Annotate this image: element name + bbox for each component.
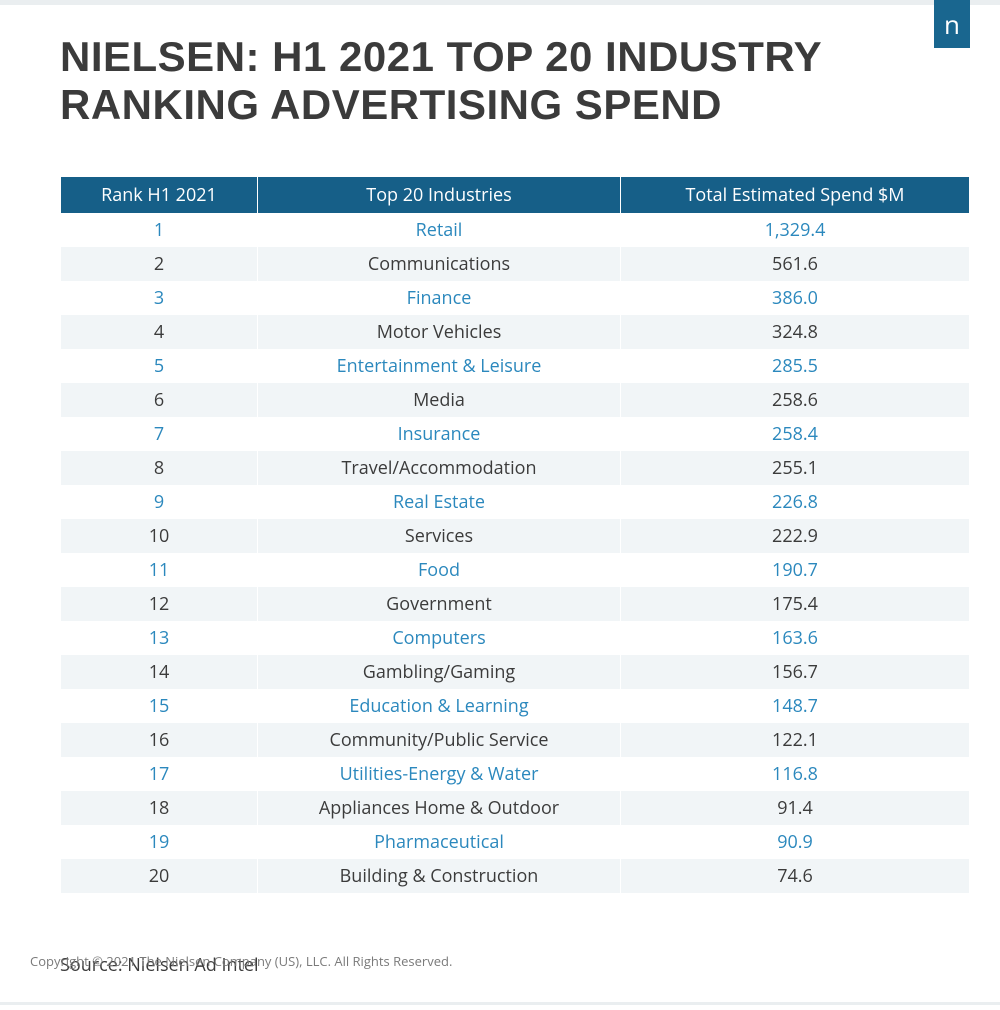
- cell-industry: Education & Learning: [258, 689, 620, 723]
- cell-spend: 91.4: [621, 791, 969, 825]
- table-row: 20Building & Construction74.6: [61, 859, 969, 893]
- table-row: 16Community/Public Service122.1: [61, 723, 969, 757]
- cell-industry: Government: [258, 587, 620, 621]
- table-row: 2Communications561.6: [61, 247, 969, 281]
- col-header-spend: Total Estimated Spend $M: [621, 177, 969, 213]
- industry-ranking-table: Rank H1 2021 Top 20 Industries Total Est…: [60, 177, 970, 893]
- table-row: 5Entertainment & Leisure285.5: [61, 349, 969, 383]
- cell-rank: 2: [61, 247, 257, 281]
- cell-spend: 148.7: [621, 689, 969, 723]
- cell-rank: 7: [61, 417, 257, 451]
- cell-industry: Entertainment & Leisure: [258, 349, 620, 383]
- table-row: 10Services222.9: [61, 519, 969, 553]
- cell-spend: 258.6: [621, 383, 969, 417]
- cell-spend: 386.0: [621, 281, 969, 315]
- cell-industry: Media: [258, 383, 620, 417]
- cell-rank: 13: [61, 621, 257, 655]
- table-row: 15Education & Learning148.7: [61, 689, 969, 723]
- cell-industry: Motor Vehicles: [258, 315, 620, 349]
- cell-rank: 16: [61, 723, 257, 757]
- cell-spend: 74.6: [621, 859, 969, 893]
- table-row: 17Utilities-Energy & Water116.8: [61, 757, 969, 791]
- cell-rank: 10: [61, 519, 257, 553]
- table-row: 8Travel/Accommodation255.1: [61, 451, 969, 485]
- table-row: 9Real Estate226.8: [61, 485, 969, 519]
- cell-industry: Services: [258, 519, 620, 553]
- cell-spend: 258.4: [621, 417, 969, 451]
- cell-rank: 9: [61, 485, 257, 519]
- table-row: 7Insurance258.4: [61, 417, 969, 451]
- cell-rank: 14: [61, 655, 257, 689]
- col-header-rank: Rank H1 2021: [61, 177, 257, 213]
- copyright-text: Copyright © 2021 The Nielsen Company (US…: [30, 952, 452, 970]
- cell-industry: Building & Construction: [258, 859, 620, 893]
- cell-industry: Community/Public Service: [258, 723, 620, 757]
- cell-industry: Food: [258, 553, 620, 587]
- cell-industry: Computers: [258, 621, 620, 655]
- cell-rank: 19: [61, 825, 257, 859]
- main-content: NIELSEN: H1 2021 TOP 20 INDUSTRY RANKING…: [0, 5, 1000, 977]
- table-row: 14Gambling/Gaming156.7: [61, 655, 969, 689]
- cell-industry: Gambling/Gaming: [258, 655, 620, 689]
- cell-industry: Communications: [258, 247, 620, 281]
- cell-spend: 122.1: [621, 723, 969, 757]
- cell-rank: 11: [61, 553, 257, 587]
- cell-rank: 3: [61, 281, 257, 315]
- table-row: 18Appliances Home & Outdoor91.4: [61, 791, 969, 825]
- cell-spend: 116.8: [621, 757, 969, 791]
- cell-industry: Utilities-Energy & Water: [258, 757, 620, 791]
- table-row: 6Media258.6: [61, 383, 969, 417]
- cell-rank: 6: [61, 383, 257, 417]
- table-row: 13Computers163.6: [61, 621, 969, 655]
- cell-spend: 163.6: [621, 621, 969, 655]
- cell-spend: 156.7: [621, 655, 969, 689]
- cell-rank: 5: [61, 349, 257, 383]
- cell-rank: 1: [61, 213, 257, 247]
- page-title: NIELSEN: H1 2021 TOP 20 INDUSTRY RANKING…: [60, 33, 970, 129]
- cell-industry: Travel/Accommodation: [258, 451, 620, 485]
- table-row: 4Motor Vehicles324.8: [61, 315, 969, 349]
- table-row: 11Food190.7: [61, 553, 969, 587]
- cell-spend: 226.8: [621, 485, 969, 519]
- cell-spend: 324.8: [621, 315, 969, 349]
- cell-spend: 222.9: [621, 519, 969, 553]
- cell-spend: 90.9: [621, 825, 969, 859]
- table-header-row: Rank H1 2021 Top 20 Industries Total Est…: [61, 177, 969, 213]
- cell-industry: Pharmaceutical: [258, 825, 620, 859]
- cell-industry: Retail: [258, 213, 620, 247]
- cell-spend: 175.4: [621, 587, 969, 621]
- cell-rank: 17: [61, 757, 257, 791]
- cell-rank: 12: [61, 587, 257, 621]
- cell-spend: 561.6: [621, 247, 969, 281]
- table-row: 1Retail1,329.4: [61, 213, 969, 247]
- cell-spend: 190.7: [621, 553, 969, 587]
- nielsen-logo-badge: n: [934, 0, 970, 48]
- cell-industry: Insurance: [258, 417, 620, 451]
- cell-rank: 8: [61, 451, 257, 485]
- cell-rank: 18: [61, 791, 257, 825]
- cell-rank: 15: [61, 689, 257, 723]
- table-row: 3Finance386.0: [61, 281, 969, 315]
- cell-industry: Appliances Home & Outdoor: [258, 791, 620, 825]
- table-row: 19Pharmaceutical90.9: [61, 825, 969, 859]
- nielsen-logo-glyph: n: [944, 6, 960, 42]
- col-header-industry: Top 20 Industries: [258, 177, 620, 213]
- bottom-bar: [0, 1002, 1000, 1005]
- cell-rank: 20: [61, 859, 257, 893]
- cell-spend: 1,329.4: [621, 213, 969, 247]
- cell-spend: 255.1: [621, 451, 969, 485]
- table-row: 12Government175.4: [61, 587, 969, 621]
- cell-spend: 285.5: [621, 349, 969, 383]
- cell-rank: 4: [61, 315, 257, 349]
- cell-industry: Real Estate: [258, 485, 620, 519]
- cell-industry: Finance: [258, 281, 620, 315]
